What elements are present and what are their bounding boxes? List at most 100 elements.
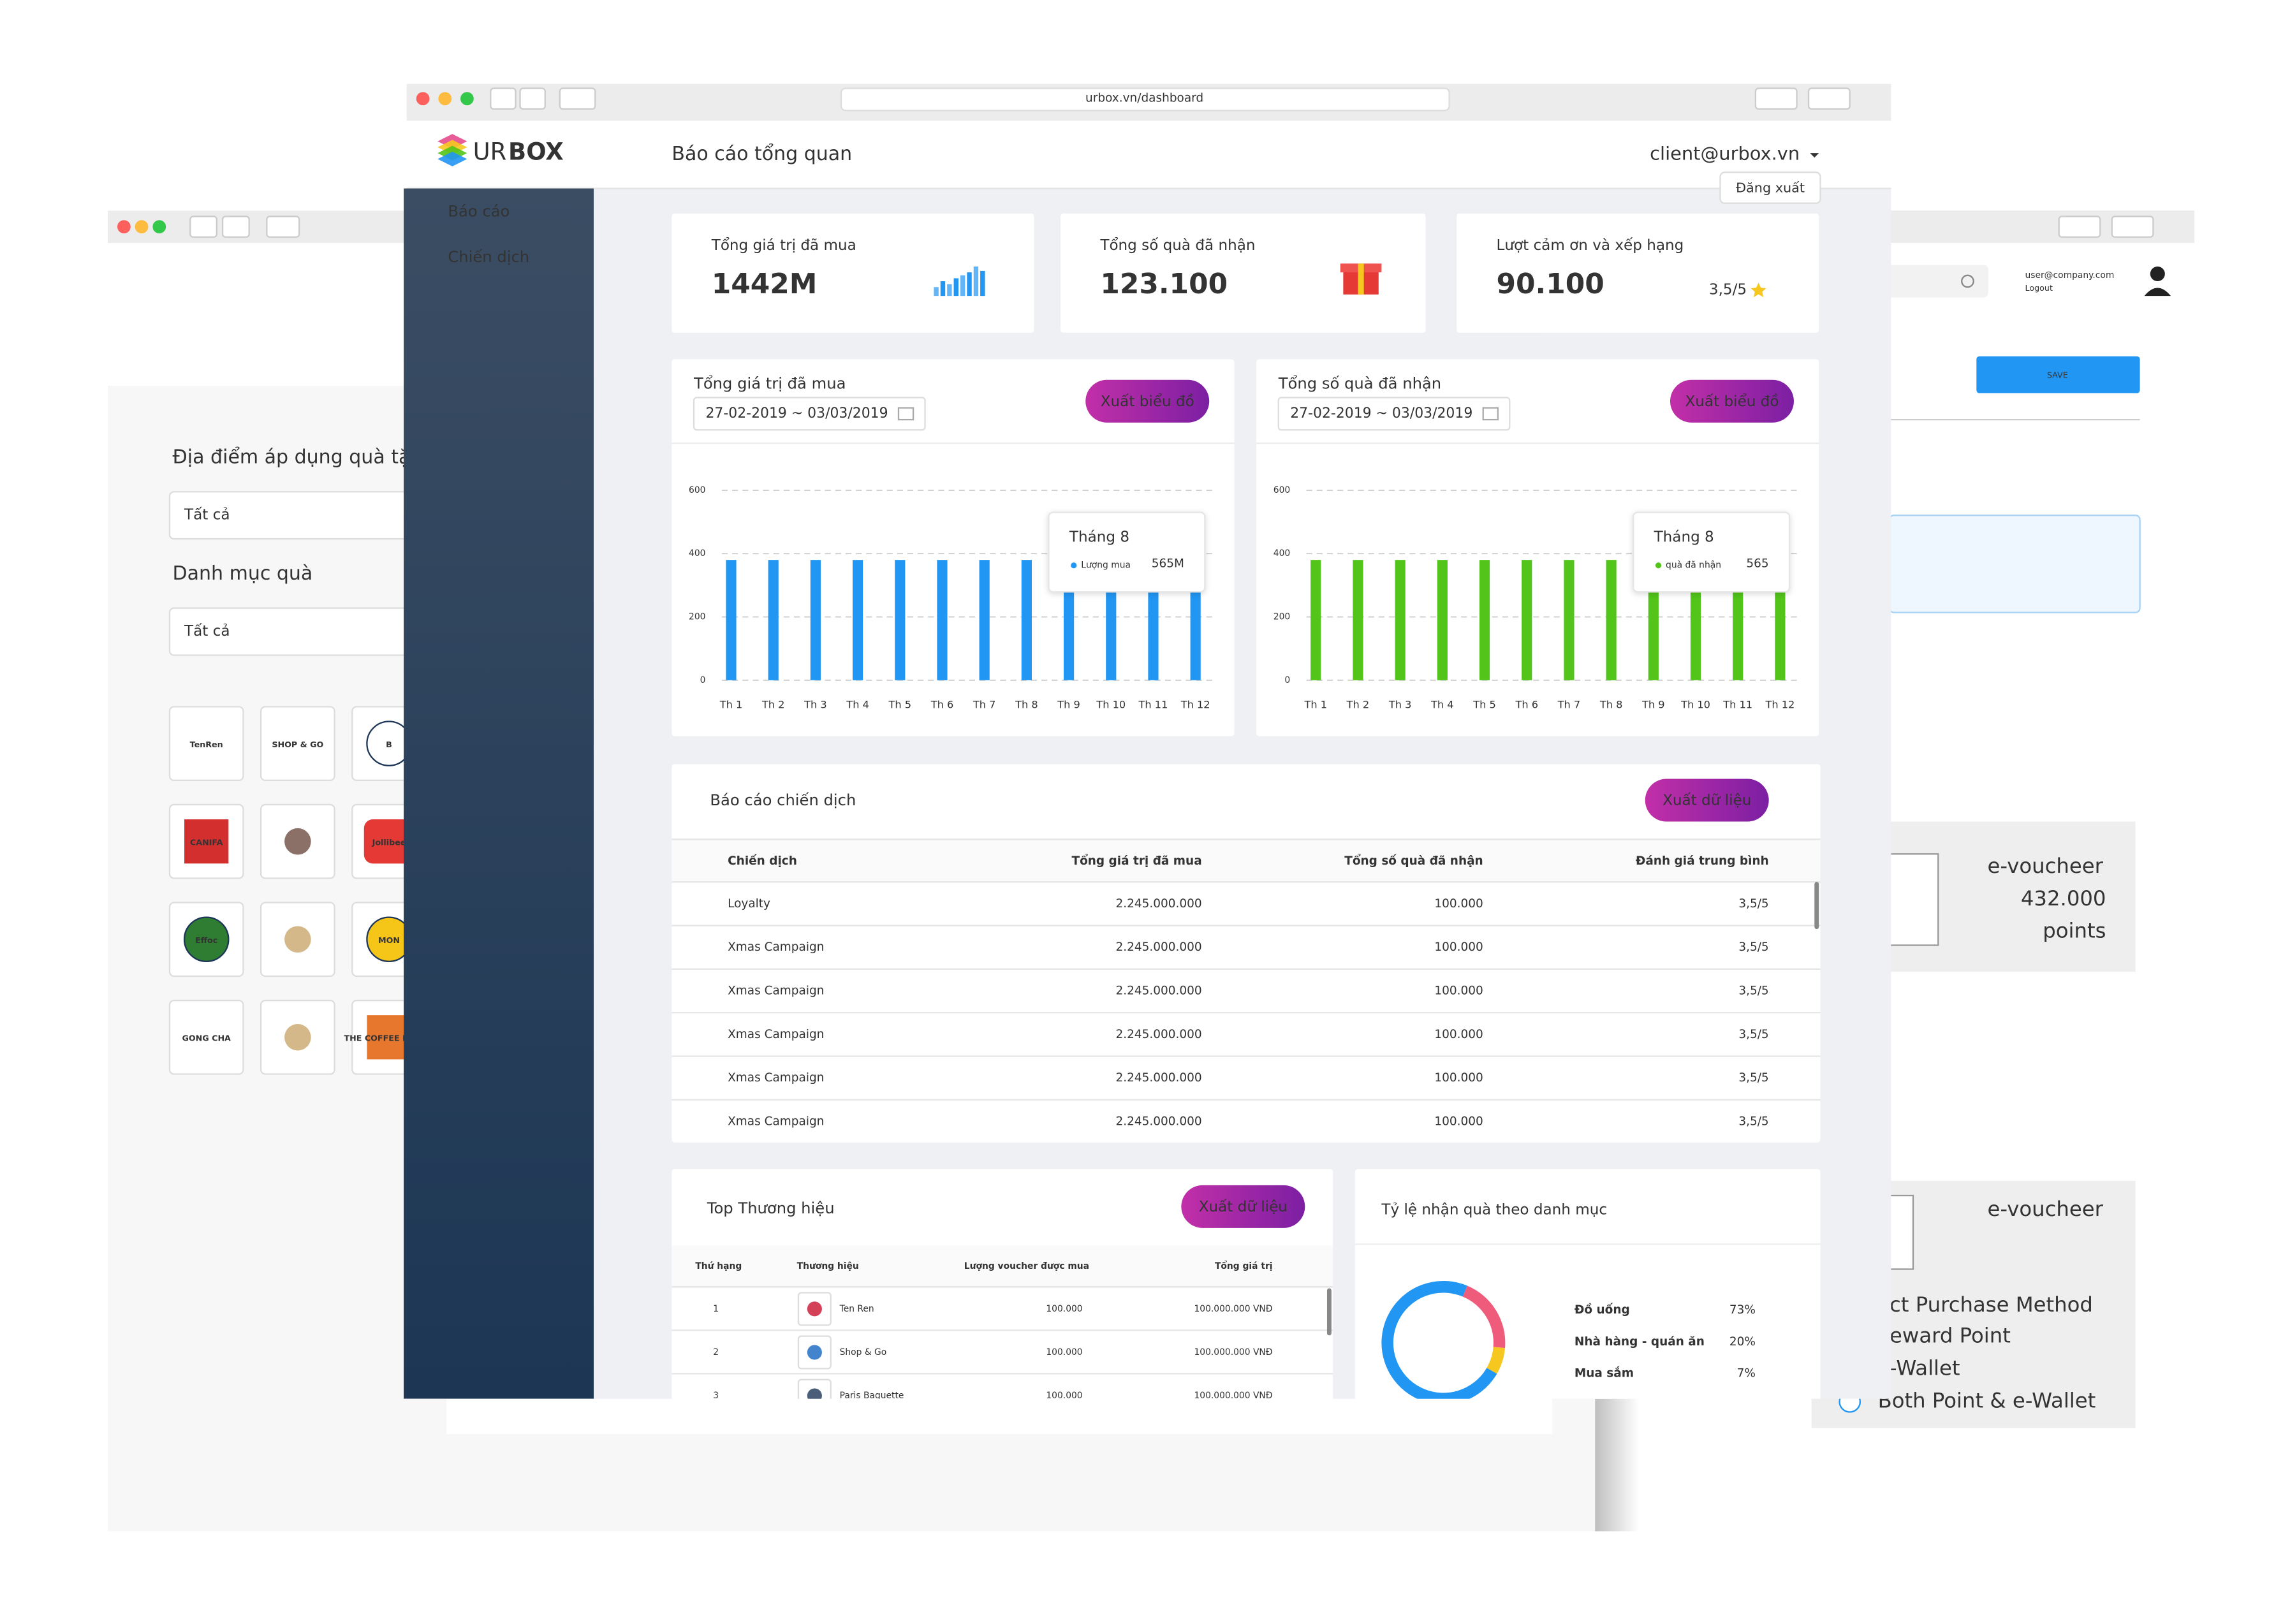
logo-mark: [284, 926, 311, 953]
x-tick-label: Th 11: [1722, 699, 1752, 711]
table-cell: 1: [713, 1304, 719, 1314]
export-button-label[interactable]: Xuất dữ liệu: [1199, 1199, 1288, 1215]
page-title: Báo cáo tổng quan: [672, 142, 852, 165]
date-picker: [693, 397, 926, 431]
method-option: eward Point: [1890, 1324, 2011, 1348]
bar: [1479, 560, 1490, 680]
brand-logo-text: GONG CHA: [182, 1034, 231, 1043]
date-range[interactable]: 27-02-2019 ~ 03/03/2019: [1290, 406, 1472, 421]
legend-value: 73%: [1729, 1303, 1756, 1317]
window-dot: [117, 220, 131, 234]
export-button[interactable]: [1670, 379, 1794, 423]
x-tick-label: Th 2: [761, 699, 785, 711]
logout-button[interactable]: Đăng xuất: [1736, 180, 1805, 196]
user-menu[interactable]: client@urbox.vn: [1650, 142, 1800, 164]
x-tick-label: Th 4: [846, 699, 869, 711]
caret: [1810, 153, 1819, 158]
y-tick-label: 0: [700, 675, 706, 685]
table-cell: 100.000.000 VNĐ: [1194, 1391, 1272, 1401]
x-tick-label: Th 1: [1303, 699, 1327, 711]
sidebar-item[interactable]: Chiến dịch: [448, 247, 529, 266]
legend-dot: [1071, 562, 1077, 569]
sidebar-item[interactable]: Báo cáo: [448, 202, 510, 221]
x-tick-label: Th 4: [1430, 699, 1454, 711]
user-email: user@company.com: [2025, 270, 2114, 281]
column-header: Đánh giá trung bình: [1636, 854, 1769, 868]
chart-title: Tỷ lệ nhận quà theo danh mục: [1381, 1202, 1607, 1218]
export-button[interactable]: [1645, 779, 1769, 822]
stat-icon-bar: [953, 278, 958, 296]
export-button-label[interactable]: Xuất biểu đồ: [1685, 393, 1779, 410]
brand-logo-text: Effoc: [195, 935, 217, 945]
column-header: Lượng voucher được mua: [964, 1261, 1089, 1271]
export-button[interactable]: [1085, 379, 1210, 423]
method-option: Both Point & e-Wallet: [1878, 1388, 2096, 1412]
table-cell: 100.000: [1434, 940, 1483, 954]
save-label[interactable]: SAVE: [2047, 370, 2068, 379]
bottom-panel: [446, 1398, 1553, 1435]
column-header: Thứ hạng: [695, 1261, 742, 1271]
date-range[interactable]: 27-02-2019 ~ 03/03/2019: [705, 406, 888, 421]
voucher-amount: 432.000: [2021, 886, 2106, 911]
scrollbar: [1814, 882, 1819, 930]
x-tick-label: Th 10: [1096, 699, 1126, 711]
export-button-label[interactable]: Xuất dữ liệu: [1663, 793, 1751, 809]
sidebar-toggle: [266, 216, 300, 238]
table-cell: 100.000: [1434, 984, 1483, 998]
x-tick-label: Th 3: [804, 699, 827, 711]
table-cell: 3,5/5: [1738, 1028, 1768, 1041]
bar: [810, 560, 821, 680]
stat-icon-bar: [980, 270, 985, 296]
voucher-unit: points: [2043, 919, 2106, 943]
share-button: [1754, 87, 1798, 110]
logout-link[interactable]: Logout: [2025, 283, 2052, 293]
gift-ribbon: [1358, 263, 1364, 295]
table-cell: Xmas Campaign: [728, 940, 824, 954]
window-dot: [438, 92, 452, 106]
logout-popup: [1719, 172, 1821, 204]
pie-slice: [1462, 1285, 1506, 1349]
tooltip: [1048, 511, 1206, 593]
x-tick-label: Th 6: [1515, 699, 1538, 711]
stat-icon-bar: [934, 287, 939, 296]
section-title: Báo cáo chiến dịch: [710, 791, 856, 809]
stat-icon-bar: [960, 275, 965, 296]
save-button[interactable]: [1976, 356, 2140, 393]
method-title: ct Purchase Method: [1890, 1292, 2093, 1317]
logo-box: BOX: [508, 138, 564, 166]
brand-logo-card: [260, 706, 335, 782]
table-cell: Xmas Campaign: [728, 984, 824, 998]
stat-icon-bar: [940, 281, 946, 296]
bar: [853, 560, 863, 680]
card: [1354, 1169, 1821, 1399]
export-button[interactable]: [1181, 1185, 1305, 1228]
window-dot: [135, 220, 149, 234]
tabs-button: [2111, 216, 2154, 238]
table-cell: 2.245.000.000: [1116, 1115, 1202, 1129]
table-cell: 2.245.000.000: [1116, 1028, 1202, 1041]
card: [672, 213, 1034, 333]
stat-icon-bar: [973, 266, 979, 296]
tooltip-value: 565M: [1152, 557, 1184, 570]
window-dot: [152, 220, 166, 234]
table-cell: 100.000: [1046, 1391, 1082, 1401]
search-icon: [1961, 274, 1974, 288]
x-tick-label: Th 7: [973, 699, 996, 711]
table-cell: Xmas Campaign: [728, 1028, 824, 1041]
field-label: Địa điểm áp dụng quà tặ: [173, 446, 411, 469]
nav-button: [189, 216, 218, 238]
url[interactable]: urbox.vn/dashboard: [1085, 92, 1203, 105]
table-cell: 3,5/5: [1738, 897, 1768, 911]
avatar-body: [2144, 288, 2171, 296]
x-tick-label: Th 3: [1388, 699, 1412, 711]
export-button-label[interactable]: Xuất biểu đồ: [1101, 393, 1194, 410]
bar: [1395, 560, 1406, 680]
legend-label: Nhà hàng - quán ăn: [1575, 1335, 1705, 1349]
avatar-head: [2150, 266, 2165, 282]
x-tick-label: Th 12: [1180, 699, 1210, 711]
sidebar-toggle: [559, 87, 596, 110]
table-cell: 3,5/5: [1738, 1115, 1768, 1129]
column-header: Chiến dịch: [728, 854, 797, 868]
table-cell: 2.245.000.000: [1116, 1071, 1202, 1085]
